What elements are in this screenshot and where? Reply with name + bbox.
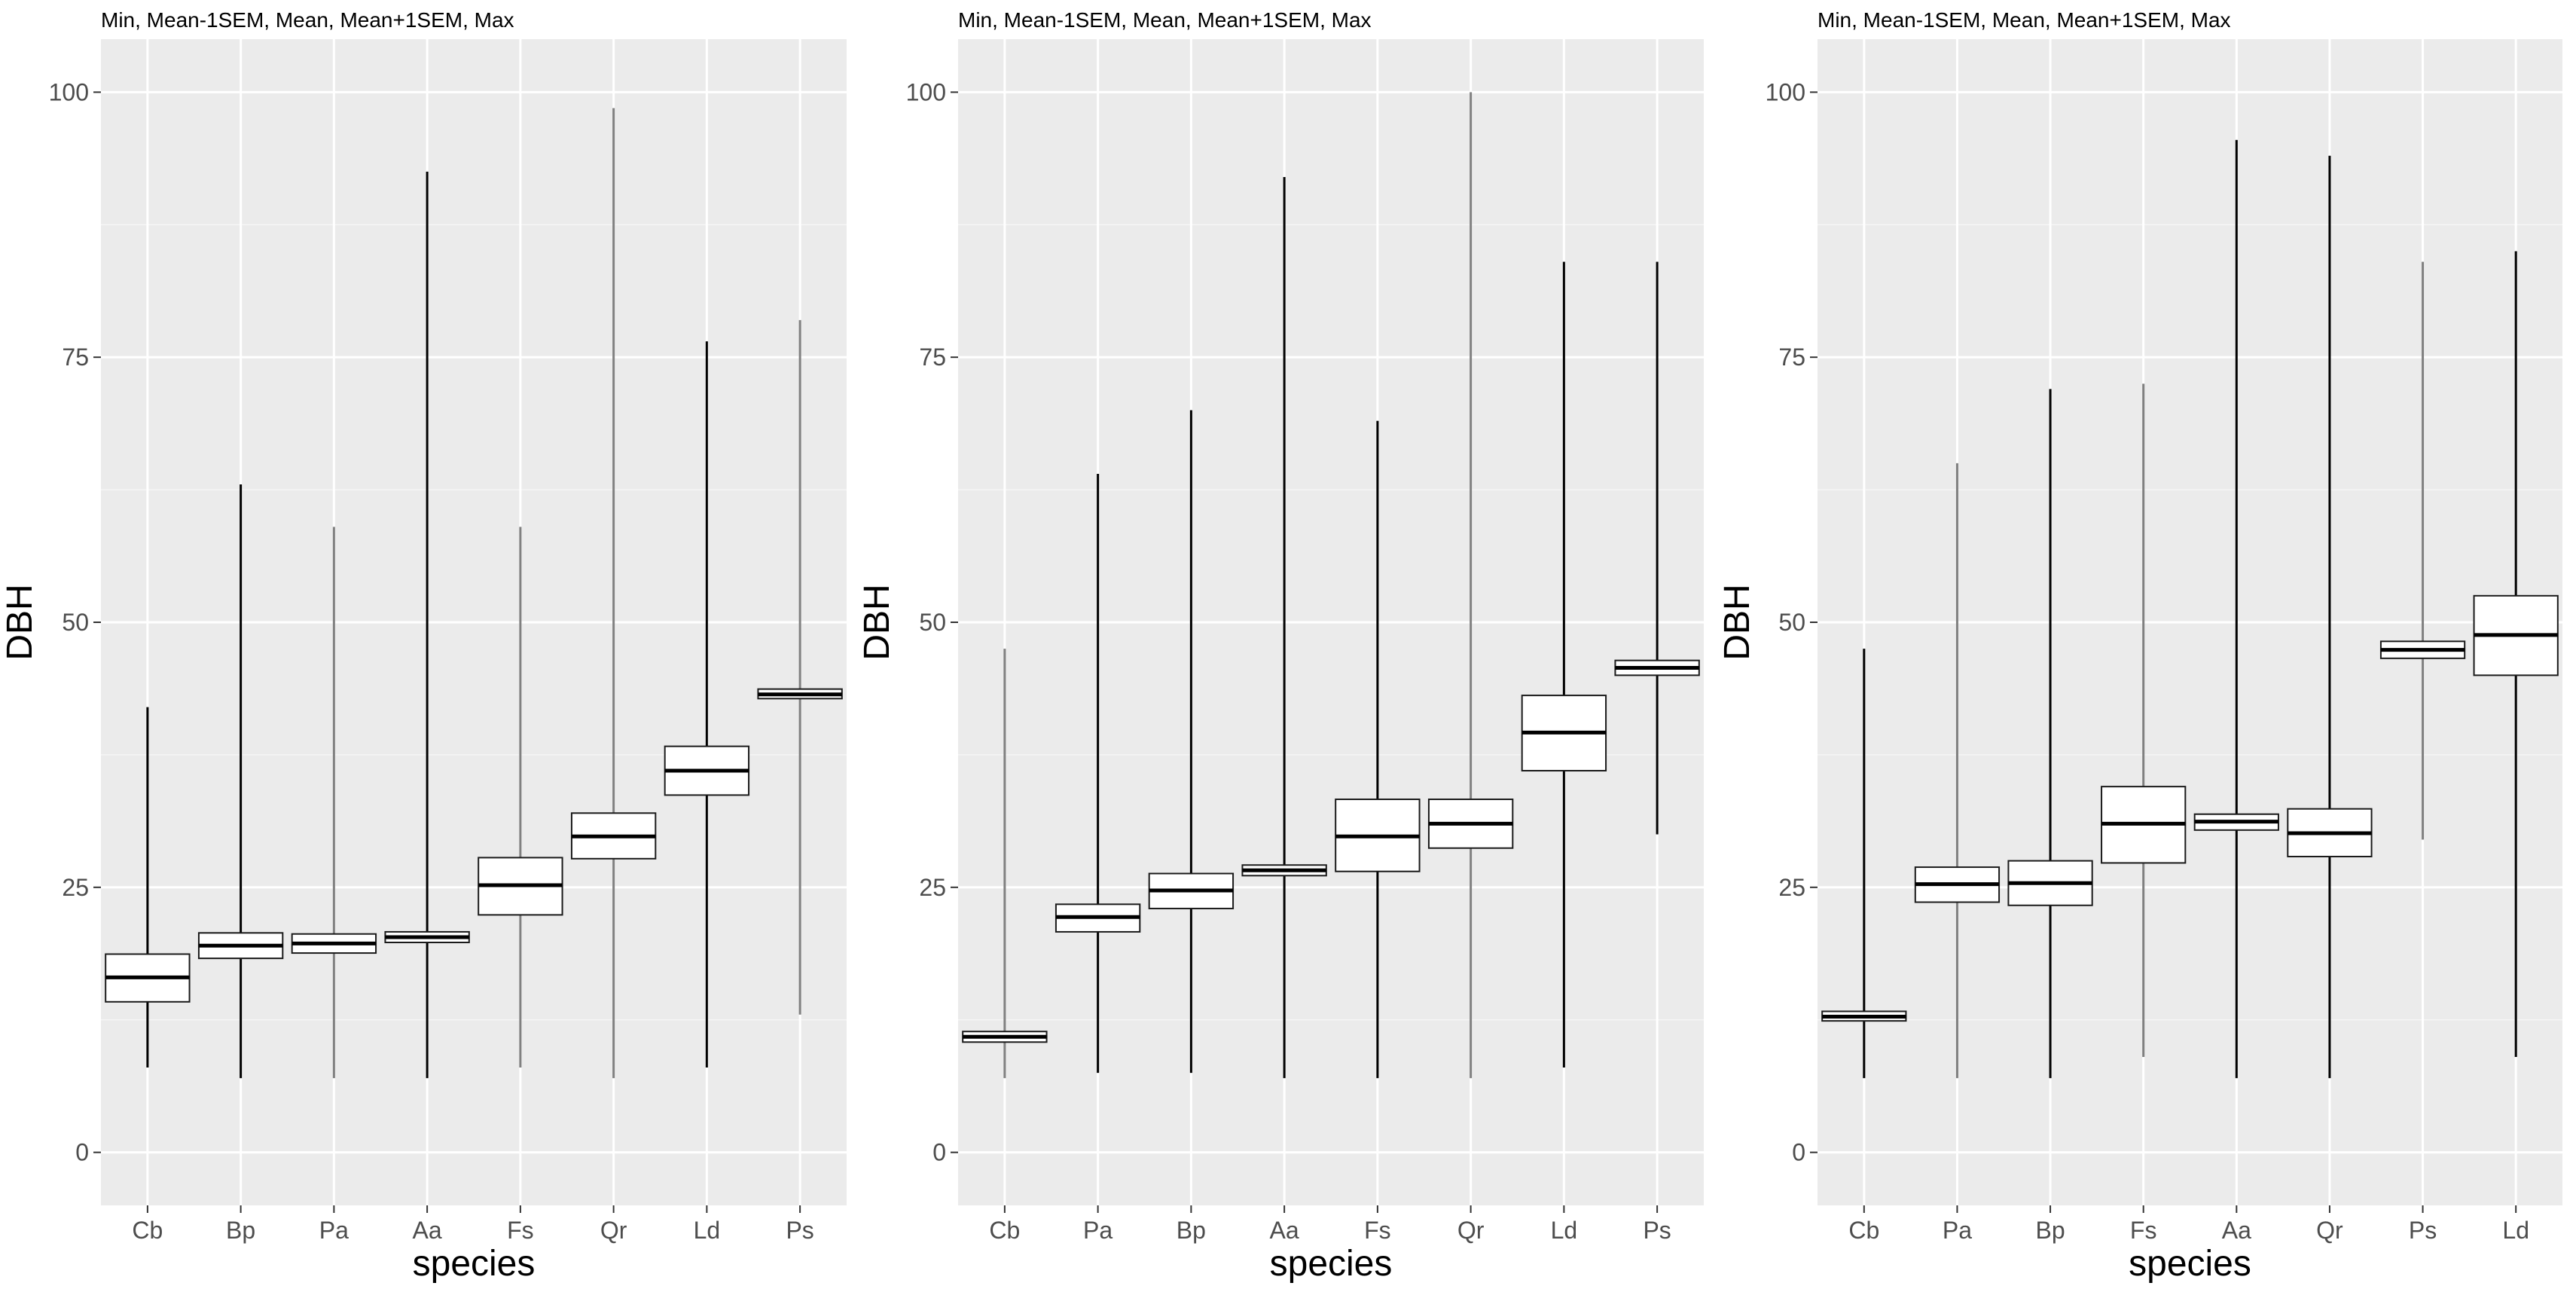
y-tick-label: 25 bbox=[62, 874, 89, 901]
y-tick-label: 75 bbox=[1778, 344, 1805, 371]
x-tick-label-Aa: Aa bbox=[2222, 1217, 2251, 1244]
x-tick-label-Cb: Cb bbox=[132, 1217, 163, 1244]
y-axis-title: DBH bbox=[1717, 584, 1757, 660]
y-tick-label: 25 bbox=[919, 874, 946, 901]
x-tick-label-Bp: Bp bbox=[1177, 1217, 1206, 1244]
y-tick-label: 100 bbox=[49, 78, 89, 105]
x-tick-label-Bp: Bp bbox=[2035, 1217, 2065, 1244]
y-tick-label: 100 bbox=[1766, 78, 1805, 105]
x-tick-label-Aa: Aa bbox=[413, 1217, 442, 1244]
y-tick-label: 50 bbox=[62, 609, 89, 636]
panel-title: Min, Mean-1SEM, Mean, Mean+1SEM, Max bbox=[101, 8, 514, 32]
x-tick-label-Fs: Fs bbox=[507, 1217, 534, 1244]
x-tick-label-Ps: Ps bbox=[1643, 1217, 1671, 1244]
x-tick-label-Qr: Qr bbox=[2316, 1217, 2343, 1244]
x-tick-label-Ld: Ld bbox=[1551, 1217, 1578, 1244]
panel-1: 0 25 50 75 100 Cb Bp Pa Aa Fs Qr Ld Ps Min, Mean-1SEM… bbox=[0, 8, 847, 1284]
y-tick-label: 50 bbox=[1778, 609, 1805, 636]
panel-title: Min, Mean-1SEM, Mean, Mean+1SEM, Max bbox=[958, 8, 1372, 32]
x-tick-label-Ld: Ld bbox=[2502, 1217, 2529, 1244]
y-tick-label: 50 bbox=[919, 609, 946, 636]
x-axis-title: species bbox=[2129, 1244, 2251, 1284]
x-tick-label-Pa: Pa bbox=[1083, 1217, 1113, 1244]
y-axis-title: DBH bbox=[857, 584, 897, 660]
x-tick-label-Ps: Ps bbox=[786, 1217, 813, 1244]
x-tick-label-Pa: Pa bbox=[1943, 1217, 1972, 1244]
panel-3: 0 25 50 75 100 Cb Pa Bp Fs Aa Qr Ps Ld Min, Mean-1SEM… bbox=[1717, 8, 2562, 1284]
y-tick-label: 25 bbox=[1778, 874, 1805, 901]
x-axis-title: species bbox=[1270, 1244, 1393, 1284]
y-tick-label: 75 bbox=[919, 344, 946, 371]
x-tick-label-Ps: Ps bbox=[2409, 1217, 2437, 1244]
x-tick-label-Cb: Cb bbox=[1848, 1217, 1879, 1244]
y-tick-label: 0 bbox=[75, 1139, 89, 1166]
y-tick-label: 0 bbox=[932, 1139, 946, 1166]
x-axis-title: species bbox=[413, 1244, 536, 1284]
x-tick-label-Aa: Aa bbox=[1270, 1217, 1299, 1244]
y-tick-label: 75 bbox=[62, 344, 89, 371]
x-tick-label-Fs: Fs bbox=[2130, 1217, 2157, 1244]
panel-title: Min, Mean-1SEM, Mean, Mean+1SEM, Max bbox=[1818, 8, 2231, 32]
x-tick-label-Pa: Pa bbox=[319, 1217, 349, 1244]
y-tick-label: 0 bbox=[1792, 1139, 1805, 1166]
y-tick-label: 100 bbox=[906, 78, 946, 105]
y-axis-title: DBH bbox=[0, 584, 40, 660]
x-tick-label-Qr: Qr bbox=[600, 1217, 627, 1244]
panel-2: 0 25 50 75 100 Cb Pa Bp Aa Fs Qr Ld Ps Min, Mean-1SEM… bbox=[857, 8, 1704, 1284]
x-tick-label-Qr: Qr bbox=[1457, 1217, 1485, 1244]
x-tick-label-Fs: Fs bbox=[1364, 1217, 1391, 1244]
x-tick-label-Ld: Ld bbox=[694, 1217, 721, 1244]
x-tick-label-Bp: Bp bbox=[226, 1217, 255, 1244]
x-tick-label-Cb: Cb bbox=[989, 1217, 1020, 1244]
